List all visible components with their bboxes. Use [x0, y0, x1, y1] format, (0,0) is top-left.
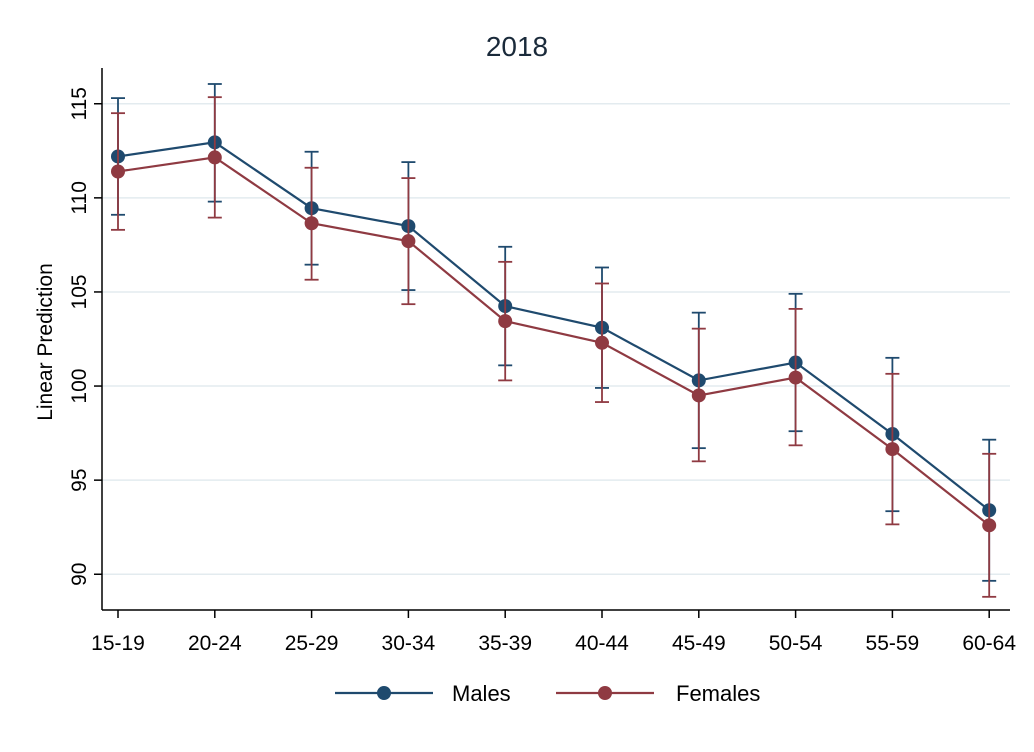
data-point — [111, 164, 125, 179]
data-point — [401, 234, 416, 249]
y-tick-label: 100 — [68, 369, 91, 404]
chart-title: 2018 — [486, 31, 548, 62]
y-tick-label: 95 — [68, 468, 91, 491]
x-tick-label: 20-24 — [188, 632, 242, 655]
legend-item-males: Males — [335, 681, 511, 706]
data-point — [498, 314, 513, 329]
x-tick-label: 40-44 — [575, 632, 629, 655]
legend-label: Females — [676, 681, 760, 706]
x-tick-label: 55-59 — [866, 632, 920, 655]
axes: 90 95 100 105 110 115 15-19 20-24 25-29 30-34 35-3… — [68, 68, 1016, 655]
x-tick-label: 35-39 — [478, 632, 532, 655]
series-females — [111, 96, 997, 598]
legend-marker — [598, 686, 612, 700]
data-point — [982, 518, 997, 533]
legend-label: Males — [452, 681, 511, 706]
x-tick-label: 60-64 — [962, 632, 1016, 655]
data-point — [885, 442, 900, 457]
legend-item-females: Females — [556, 681, 760, 706]
data-point — [788, 370, 803, 385]
data-point — [691, 388, 706, 403]
y-axis-title: Linear Prediction — [34, 263, 57, 421]
series-group — [111, 83, 997, 598]
legend: Males Females — [335, 681, 760, 706]
legend-marker — [377, 686, 391, 700]
y-tick-label: 115 — [68, 87, 91, 120]
x-tick-label: 30-34 — [382, 632, 436, 655]
series-line — [117, 156, 990, 527]
y-tick-label: 90 — [68, 563, 91, 586]
data-point — [595, 335, 609, 350]
data-point — [207, 150, 222, 165]
x-tick-label: 45-49 — [672, 632, 726, 655]
y-tick-label: 110 — [68, 181, 91, 214]
x-tick-label: 25-29 — [285, 632, 339, 655]
series-line — [117, 141, 990, 512]
x-tick-label: 50-54 — [769, 632, 823, 655]
data-point — [304, 216, 319, 231]
gridlines — [102, 103, 1010, 575]
y-tick-label: 105 — [68, 274, 91, 309]
x-tick-label: 15-19 — [91, 632, 145, 655]
